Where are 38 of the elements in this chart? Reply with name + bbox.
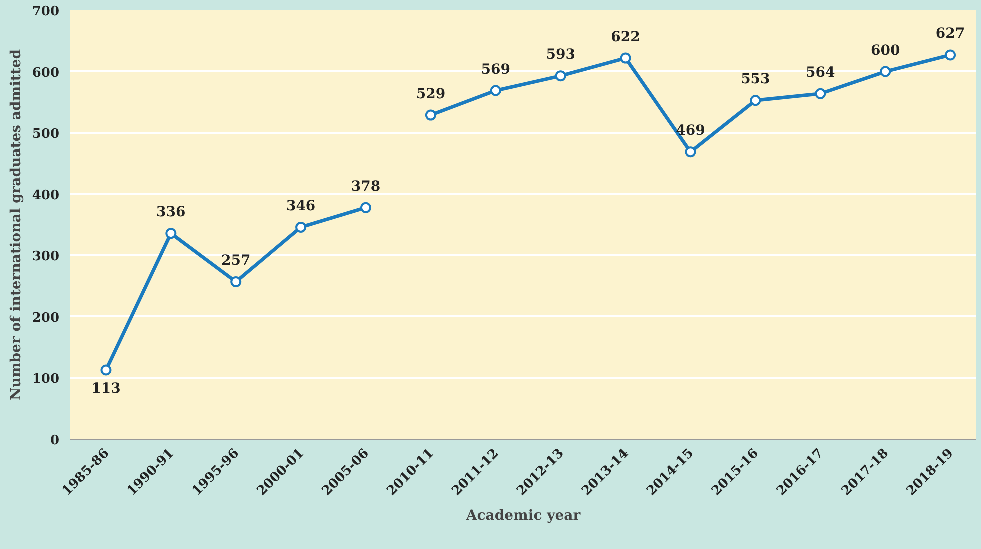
point (296, 222, 307, 233)
data-label: 378 (351, 178, 381, 195)
point (425, 110, 436, 121)
point (880, 66, 892, 78)
data-label: 346 (286, 198, 316, 214)
data-label: 257 (222, 252, 251, 269)
point (360, 202, 372, 214)
data-label: 113 (92, 381, 121, 398)
point (620, 52, 632, 64)
data-label: 336 (156, 204, 186, 221)
point (555, 70, 566, 82)
point (750, 95, 762, 106)
point (230, 276, 242, 288)
y-axis-title: Number of international graduates admitted (8, 49, 24, 401)
data-label: 622 (611, 29, 640, 46)
data-label: 529 (416, 86, 446, 102)
y-tick-label: 500 (32, 127, 60, 142)
data-label: 569 (481, 62, 511, 78)
point (100, 364, 112, 376)
data-label: 593 (546, 47, 576, 64)
y-tick-label: 300 (32, 250, 60, 265)
y-tick-label: 700 (32, 4, 60, 20)
data-label: 469 (676, 123, 706, 140)
point (685, 146, 696, 158)
point (166, 228, 177, 240)
point (945, 50, 956, 61)
point (815, 88, 826, 100)
x-axis-title: Academic year (465, 508, 582, 524)
data-label: 564 (806, 64, 836, 81)
y-tick-label: 200 (32, 310, 60, 326)
y-tick-label: 400 (32, 188, 60, 204)
y-tick-label: 100 (32, 372, 60, 388)
data-label: 600 (870, 42, 900, 59)
y-tick-label: 600 (32, 66, 60, 81)
point (490, 85, 502, 96)
y-tick-label: 0 (50, 434, 60, 448)
data-label: 553 (741, 72, 770, 88)
data-label: 627 (936, 26, 966, 42)
